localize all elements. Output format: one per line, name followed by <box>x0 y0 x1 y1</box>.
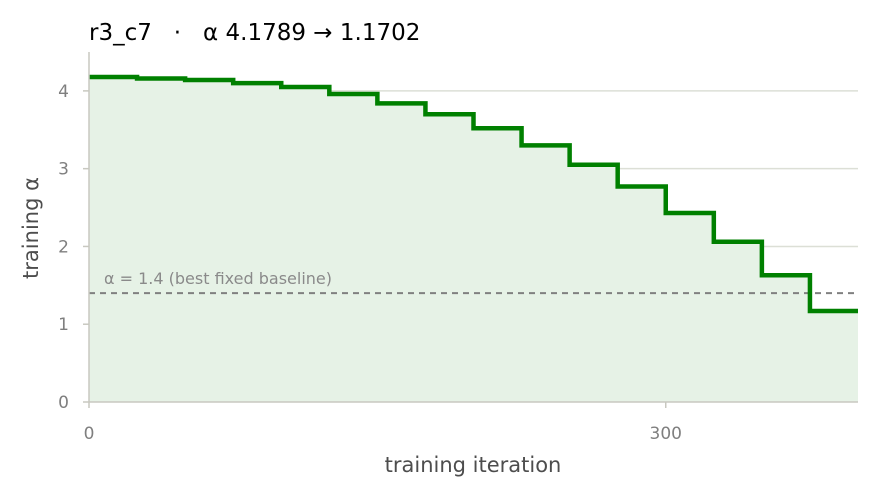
reference-line-group: α = 1.4 (best fixed baseline) <box>89 269 858 295</box>
x-tick-label-300: 300 <box>650 424 682 444</box>
x-ticks: 0 300 <box>84 402 682 444</box>
y-tick-label-1: 1 <box>58 315 69 335</box>
x-axis-label: training iteration <box>385 453 562 477</box>
y-tick-label-4: 4 <box>58 82 69 102</box>
reference-line-label: α = 1.4 (best fixed baseline) <box>104 269 332 288</box>
y-axis-label: training α <box>19 177 43 279</box>
y-ticks: 0 1 2 3 4 <box>58 82 89 413</box>
y-tick-label-2: 2 <box>58 237 69 257</box>
y-tick-label-3: 3 <box>58 160 69 180</box>
series-step-line <box>89 74 858 314</box>
y-tick-label-0: 0 <box>58 393 69 413</box>
x-tick-label-0: 0 <box>84 424 95 444</box>
chart-title: r3_c7 · α 4.1789 → 1.1702 <box>89 20 420 46</box>
area-fill <box>89 76 858 403</box>
